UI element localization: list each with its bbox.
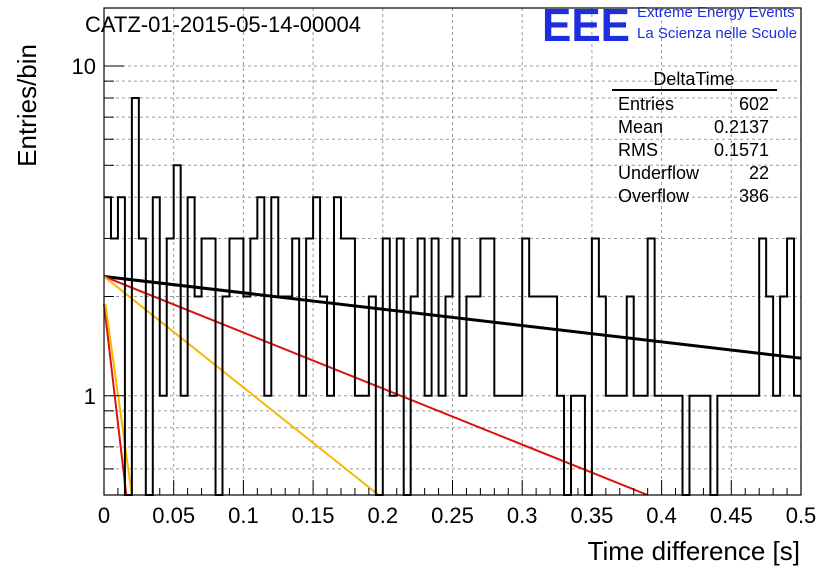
stats-label: Mean bbox=[618, 117, 663, 137]
x-axis-label: Time difference [s] bbox=[588, 536, 800, 566]
x-tick-label: 0.2 bbox=[368, 503, 399, 528]
fit-curve bbox=[103, 275, 802, 360]
x-tick-label: 0.3 bbox=[507, 503, 538, 528]
stats-value: 22 bbox=[749, 163, 769, 183]
fit-curves bbox=[103, 275, 802, 496]
x-tick-label: 0.25 bbox=[431, 503, 474, 528]
x-tick-label: 0.45 bbox=[710, 503, 753, 528]
fit-curve bbox=[103, 275, 380, 496]
fit-curve bbox=[103, 303, 128, 496]
stats-label: Underflow bbox=[618, 163, 700, 183]
stats-value: 0.2137 bbox=[714, 117, 769, 137]
y-axis-label: Entries/bin bbox=[12, 44, 42, 167]
y-tick-label: 1 bbox=[84, 384, 96, 409]
x-tick-label: 0.35 bbox=[570, 503, 613, 528]
x-tick-label: 0.5 bbox=[786, 503, 817, 528]
stats-value: 0.1571 bbox=[714, 140, 769, 160]
eee-logo: EEE bbox=[542, 0, 630, 51]
x-tick-labels: 0 0.05 0.1 0.15 0.2 0.25 0.3 0.35 0.4 0.45 0.5 bbox=[98, 503, 816, 528]
y-tick-label: 10 bbox=[72, 54, 96, 79]
chart-title: CATZ-01-2015-05-14-00004 bbox=[85, 12, 361, 37]
stats-label: RMS bbox=[618, 140, 658, 160]
x-tick-label: 0.4 bbox=[646, 503, 677, 528]
x-tick-label: 0.15 bbox=[292, 503, 335, 528]
histogram bbox=[104, 97, 801, 496]
histogram-line bbox=[104, 97, 801, 496]
stats-label: Entries bbox=[618, 94, 674, 114]
y-tick-labels: 1 10 bbox=[72, 54, 96, 409]
x-tick-label: 0.1 bbox=[228, 503, 259, 528]
fit-curve bbox=[104, 303, 133, 496]
stats-value: 386 bbox=[739, 186, 769, 206]
stats-box: DeltaTime Entries 602 Mean 0.2137 RMS 0.… bbox=[612, 69, 777, 206]
stats-value: 602 bbox=[739, 94, 769, 114]
stats-name: DeltaTime bbox=[653, 69, 734, 89]
axis-ticks bbox=[103, 65, 802, 495]
logo-subtitle-1: Extreme Energy Events bbox=[637, 4, 795, 21]
x-tick-label: 0 bbox=[98, 503, 110, 528]
logo-subtitle-2: La Scienza nelle Scuole bbox=[637, 25, 797, 42]
stats-label: Overflow bbox=[618, 186, 690, 206]
x-tick-label: 0.05 bbox=[152, 503, 195, 528]
